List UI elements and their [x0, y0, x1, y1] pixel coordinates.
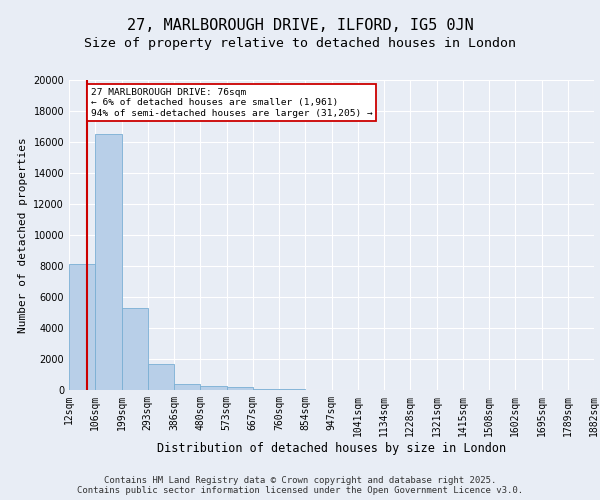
Bar [253, 389, 279, 390]
X-axis label: Distribution of detached houses by size in London: Distribution of detached houses by size … [157, 442, 506, 454]
Y-axis label: Number of detached properties: Number of detached properties [18, 137, 28, 333]
Bar [148, 364, 174, 390]
Bar [174, 384, 200, 390]
Bar [227, 387, 253, 390]
Text: Contains HM Land Registry data © Crown copyright and database right 2025.
Contai: Contains HM Land Registry data © Crown c… [77, 476, 523, 495]
Bar [121, 308, 148, 390]
Bar [69, 264, 95, 390]
Text: 27, MARLBOROUGH DRIVE, ILFORD, IG5 0JN: 27, MARLBOROUGH DRIVE, ILFORD, IG5 0JN [127, 18, 473, 32]
Bar [200, 386, 227, 390]
Bar [95, 134, 121, 390]
Bar [279, 389, 305, 390]
Text: Size of property relative to detached houses in London: Size of property relative to detached ho… [84, 38, 516, 51]
Text: 27 MARLBOROUGH DRIVE: 76sqm
← 6% of detached houses are smaller (1,961)
94% of s: 27 MARLBOROUGH DRIVE: 76sqm ← 6% of deta… [91, 88, 373, 118]
